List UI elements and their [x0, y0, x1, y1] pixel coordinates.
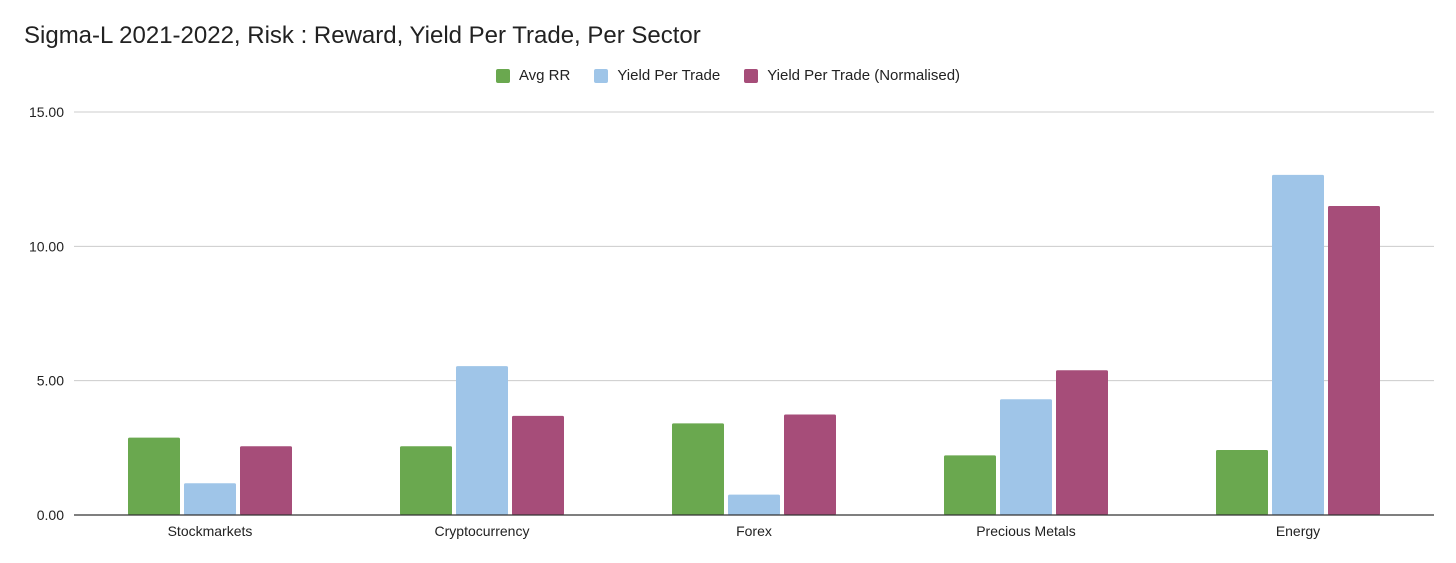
y-tick-label-1: 5.00	[37, 373, 64, 389]
bar-precious-metals-series-1	[1000, 399, 1052, 515]
legend-item-yield-per-trade[interactable]: Yield Per Trade	[594, 67, 720, 84]
legend-label-avg-rr: Avg RR	[518, 67, 571, 84]
bar-energy-series-0	[1216, 449, 1268, 515]
x-tick-label-3: Precious Metals	[976, 523, 1076, 539]
x-tick-label-4: Energy	[1276, 523, 1320, 539]
legend-item-yield-normalised[interactable]: Yield Per Trade (Normalised)	[744, 67, 960, 84]
bar-cryptocurrency-series-2	[512, 415, 564, 515]
bar-cryptocurrency-series-1	[456, 366, 508, 515]
y-tick-label-3: 15.00	[29, 104, 64, 120]
bar-stockmarkets-series-1	[184, 483, 236, 515]
bar-forex-series-1	[728, 494, 780, 515]
legend-swatch-avg-rr	[495, 68, 510, 83]
legend-item-avg-rr[interactable]: Avg RR	[495, 67, 571, 84]
legend-label-yield-per-trade: Yield Per Trade	[617, 67, 721, 84]
bar-forex-series-2	[784, 414, 836, 515]
bar-stockmarkets-series-2	[240, 446, 292, 515]
bar-precious-metals-series-0	[944, 455, 996, 515]
bar-energy-series-1	[1272, 174, 1324, 516]
bar-stockmarkets-series-0	[128, 437, 180, 515]
chart-title: Sigma-L 2021-2022, Risk : Reward, Yield …	[24, 22, 701, 49]
legend-swatch-yield-per-trade	[594, 68, 609, 83]
legend-label-yield-normalised: Yield Per Trade (Normalised)	[767, 67, 961, 84]
y-tick-label-2: 10.00	[29, 238, 64, 254]
bar-cryptocurrency-series-0	[400, 446, 452, 515]
bar-precious-metals-series-2	[1056, 370, 1108, 515]
x-tick-label-0: Stockmarkets	[168, 523, 253, 539]
legend: Avg RR Yield Per Trade Yield Per Trade (…	[0, 67, 1456, 84]
y-tick-label-0: 0.00	[37, 507, 64, 523]
x-tick-label-1: Cryptocurrency	[435, 523, 530, 539]
bar-forex-series-0	[672, 423, 724, 515]
x-tick-label-2: Forex	[736, 523, 772, 539]
bar-energy-series-2	[1328, 206, 1380, 516]
legend-swatch-yield-normalised	[744, 68, 759, 83]
